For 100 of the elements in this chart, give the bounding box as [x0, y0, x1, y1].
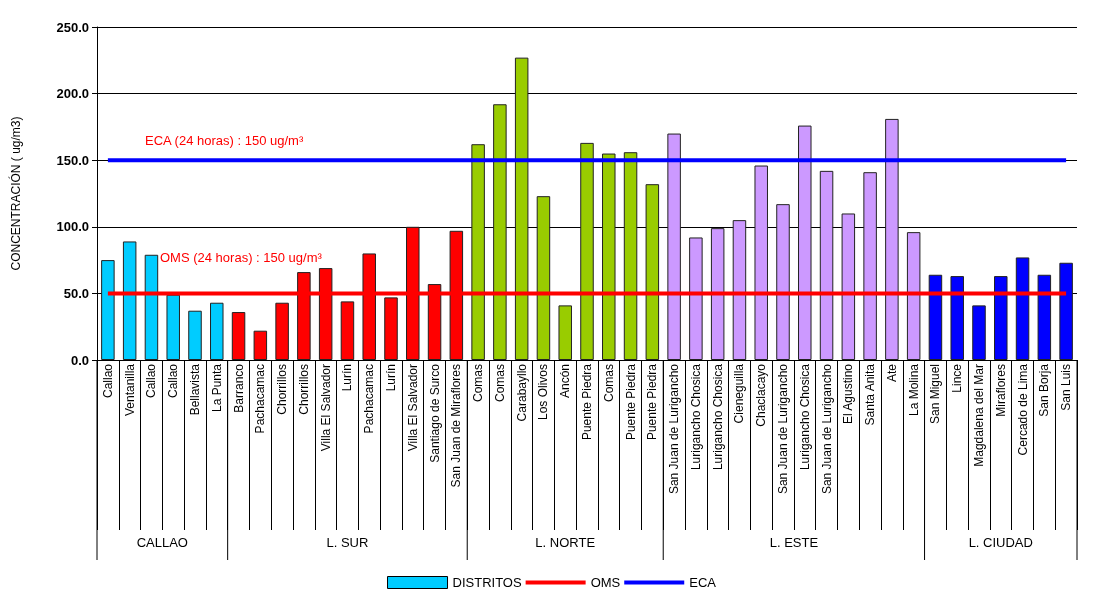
x-tick-label: San Miguel: [928, 364, 943, 425]
bar: [994, 276, 1008, 360]
x-tick-label: Los Olivos: [536, 364, 551, 421]
bar: [841, 213, 856, 360]
bar: [340, 301, 355, 360]
text: L. SUR: [326, 534, 369, 550]
y-tick-label: 50.0: [63, 285, 89, 301]
x-tick-label: Lince: [950, 363, 965, 393]
x-tick-label: Lurigancho Chosica: [688, 363, 703, 471]
text: L. ESTE: [769, 534, 819, 550]
x-tick-label: Villa El Salvador: [405, 364, 420, 452]
x-tick-label: Villa El Salvador: [318, 364, 333, 452]
legend-label: ECA: [689, 575, 717, 590]
x-tick-label: Comas: [471, 364, 486, 403]
x-tick-label: San Juan de Lurigancho: [776, 363, 790, 495]
x-tick-label: Cieneguilla: [732, 363, 747, 424]
x-tick-label: La Punta: [209, 363, 224, 413]
x-tick-label: San Juan de Lurigancho: [819, 363, 834, 495]
bar: [493, 104, 507, 360]
bar: [1059, 262, 1073, 360]
x-tick-label: Callao: [166, 363, 181, 399]
y-tick-label: 250.0: [56, 19, 89, 35]
x-tick-label: Comas: [601, 364, 616, 403]
bar: [906, 232, 921, 360]
bar: [950, 276, 964, 360]
x-tick-label: Ventanilla: [122, 363, 137, 417]
x-tick-label: San Luis: [1059, 364, 1074, 411]
bar: [384, 297, 398, 360]
bar: [471, 144, 485, 360]
x-tick-label: Chorrillos: [296, 364, 311, 415]
x-tick-label: Puente Piedra: [623, 363, 638, 441]
annotation: OMS (24 horas) : 150 ug/m³: [160, 250, 323, 266]
x-tick-label: Ate: [884, 363, 899, 383]
x-tick-label: Bellavista: [188, 363, 202, 416]
x-tick-label: Pachacamac: [253, 364, 268, 434]
bar: [798, 125, 812, 360]
bar: [667, 133, 681, 360]
bar: [776, 204, 790, 360]
bar: [210, 302, 224, 360]
bar: [144, 254, 159, 360]
x-tick-label: Comas: [492, 364, 507, 403]
bar: [732, 220, 747, 360]
x-tick-label: Miraflores: [993, 364, 1008, 417]
bar: [558, 305, 572, 360]
bar: [754, 165, 768, 360]
x-tick-label: Lurín: [384, 364, 398, 392]
bar: [536, 196, 551, 360]
bar: [1037, 274, 1052, 360]
legend-label: DISTRITOS: [452, 575, 522, 590]
bar: [819, 170, 834, 360]
x-tick-label: Lurigancho Chosica: [710, 363, 725, 471]
x-tick-label: San Juan de Lurigancho: [667, 363, 682, 495]
x-tick-label: Magdalena del Mar: [972, 364, 986, 467]
bar: [580, 142, 594, 360]
x-tick-label: La Molina: [906, 363, 921, 417]
x-tick-label: Barranco: [231, 363, 246, 413]
x-tick-label: Lurigancho Chosica: [797, 363, 812, 471]
bar: [231, 312, 246, 360]
y-tick-label: 100.0: [56, 219, 89, 235]
x-tick-label: Ancón: [558, 364, 573, 399]
x-tick-label: Chorrillos: [275, 364, 290, 415]
text: L. CIUDAD: [968, 534, 1033, 550]
bar: [863, 172, 877, 360]
x-tick-label: Pachacamac: [362, 364, 377, 434]
bar: [710, 228, 725, 360]
y-axis-title: CONCENTRACIÓN ( ug/m3): [8, 116, 23, 271]
x-tick-label: San Borja: [1037, 363, 1052, 417]
bar: [623, 152, 638, 360]
x-tick-label: El Agustino: [841, 363, 856, 425]
x-tick-label: Santiago de Surco: [427, 363, 442, 463]
bar: [253, 330, 268, 360]
x-tick-label: Lurín: [340, 364, 355, 392]
bar: [602, 153, 616, 360]
x-tick-label: Carabayllo: [514, 363, 529, 422]
bar: [1015, 257, 1030, 360]
bar: [928, 274, 943, 360]
x-tick-label: Puente Piedra: [580, 363, 594, 441]
x-tick-label: San Juan de Miraflores: [449, 364, 464, 488]
bar: [275, 302, 289, 360]
bar: [122, 241, 137, 360]
bar: [514, 57, 529, 360]
bar: [101, 260, 115, 360]
x-tick-label: Callao: [144, 363, 159, 399]
text: L. NORTE: [535, 534, 596, 550]
bar: [689, 237, 703, 360]
annotation: ECA (24 horas) : 150 ug/m³: [145, 133, 304, 149]
x-tick-label: Santa Anita: [863, 363, 878, 426]
bar: [972, 305, 986, 360]
bar: [645, 184, 660, 360]
x-tick-label: Puente Piedra: [645, 363, 660, 441]
legend-label: OMS: [590, 575, 621, 590]
bar: [188, 310, 202, 360]
x-tick-label: Callao: [100, 363, 115, 399]
x-tick-label: Chaclacayo: [754, 363, 769, 427]
text: CALLAO: [136, 534, 188, 550]
x-tick-label: Cercado de Lima: [1015, 363, 1030, 456]
y-tick-label: 0.0: [70, 352, 89, 368]
bar: [166, 294, 180, 360]
y-tick-label: 150.0: [56, 152, 89, 168]
bar: [885, 118, 899, 360]
